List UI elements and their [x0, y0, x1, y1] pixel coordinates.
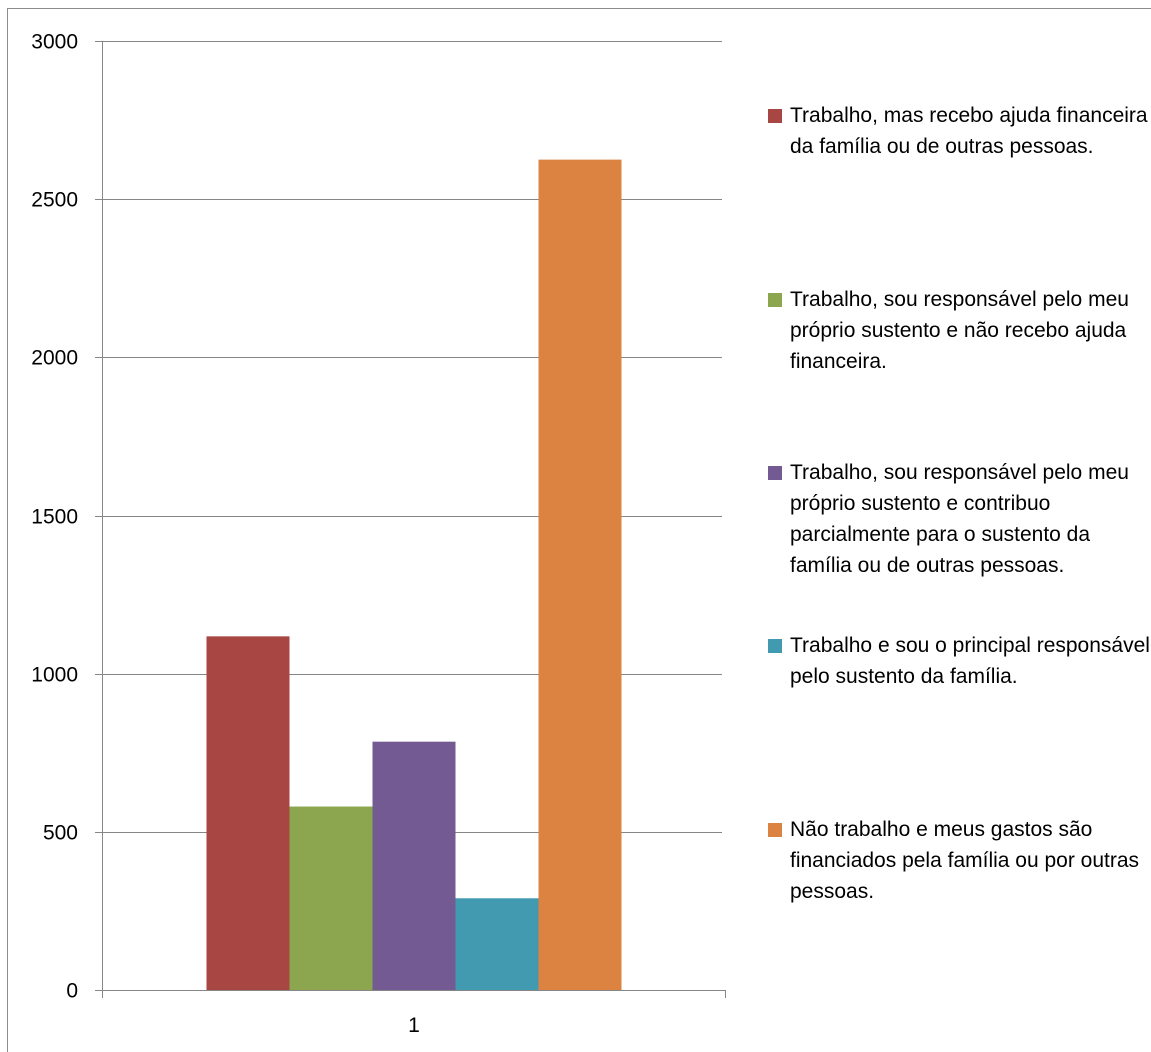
legend-swatch: [768, 109, 782, 123]
legend-swatch: [768, 466, 782, 480]
y-tick-label: 2000: [31, 347, 78, 370]
legend-label: Não trabalho e meus gastos são financiad…: [790, 818, 1140, 903]
chart-border: [7, 8, 1151, 1052]
bar-series-2: [289, 806, 373, 990]
legend-swatch: [768, 293, 782, 307]
legend-label: Trabalho e sou o principal responsável p…: [790, 634, 1150, 688]
y-tick-label: 1500: [31, 506, 78, 529]
y-tick-label: 500: [43, 822, 78, 845]
y-tick-label: 0: [66, 980, 78, 1003]
bar-series-5: [538, 159, 622, 990]
legend-swatch: [768, 639, 782, 653]
legend-swatch: [768, 823, 782, 837]
legend-label: Trabalho, mas recebo ajuda financeira da…: [790, 104, 1148, 158]
x-tick-label: 1: [408, 1014, 420, 1037]
axes: 0 500 1000 1500 2000 2500 3000 1: [31, 31, 726, 1037]
y-tick-label: 3000: [31, 31, 78, 54]
y-tick-label: 2500: [31, 189, 78, 212]
legend-label: Trabalho, sou responsável pelo meu própr…: [790, 461, 1129, 577]
bar-series-4: [455, 898, 539, 990]
legend-label: Trabalho, sou responsável pelo meu própr…: [790, 288, 1129, 373]
gridlines: [102, 41, 722, 833]
bar-series-1: [206, 636, 290, 990]
bar-series-3: [372, 741, 456, 990]
bars: [206, 159, 622, 990]
y-tick-label: 1000: [31, 664, 78, 687]
